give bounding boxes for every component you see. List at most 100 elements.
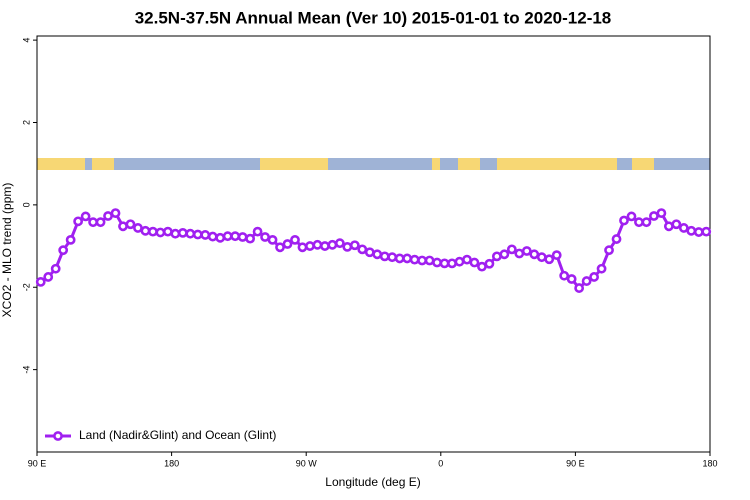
data-point	[118, 221, 128, 232]
data-point	[693, 227, 704, 237]
data-point	[140, 225, 151, 236]
data-point	[551, 250, 562, 261]
data-point	[290, 234, 300, 245]
data-point	[170, 228, 181, 239]
data-point	[207, 231, 218, 242]
data-point	[58, 245, 69, 256]
data-point	[260, 232, 270, 242]
data-point	[663, 221, 674, 232]
y-tick-label: 2	[21, 120, 31, 125]
data-point	[349, 240, 360, 251]
data-point	[589, 272, 599, 282]
data-point	[200, 230, 211, 240]
data-point	[536, 252, 547, 263]
data-point	[125, 219, 136, 230]
data-point	[162, 226, 173, 237]
data-point	[230, 231, 241, 242]
data-point	[506, 244, 517, 255]
y-tick-label: 4	[21, 38, 31, 43]
data-point	[678, 223, 689, 233]
data-point	[439, 258, 450, 269]
x-axis-label: Longitude (deg E)	[325, 475, 420, 489]
data-point	[312, 239, 323, 250]
data-point	[469, 257, 480, 268]
data-point	[185, 228, 196, 239]
data-point	[215, 232, 226, 243]
data-point	[394, 253, 405, 264]
data-point	[491, 251, 502, 262]
data-point	[252, 226, 263, 237]
data-point	[611, 234, 622, 244]
y-axis-label: XCO2 - MLO trend (ppm)	[0, 183, 14, 318]
data-point	[43, 272, 54, 282]
legend-marker	[53, 431, 63, 441]
data-point	[596, 263, 607, 274]
data-point	[641, 217, 652, 228]
y-tick-label: 0	[21, 202, 31, 207]
data-point	[275, 242, 285, 253]
data-point	[305, 241, 315, 251]
data-point	[626, 211, 637, 222]
data-point	[462, 254, 472, 265]
data-point	[35, 276, 46, 287]
data-point	[282, 239, 293, 249]
chart-title: 32.5N-37.5N Annual Mean (Ver 10) 2015-01…	[135, 8, 612, 27]
data-point	[342, 241, 353, 252]
data-point	[477, 261, 487, 272]
data-point	[544, 254, 555, 265]
data-point	[297, 242, 308, 253]
data-point	[559, 270, 570, 281]
x-tick-label: 180	[164, 458, 179, 468]
data-point	[671, 219, 682, 230]
data-point	[424, 255, 435, 266]
data-point	[604, 245, 614, 256]
data-point	[529, 249, 540, 260]
data-point	[103, 211, 113, 221]
data-point	[222, 231, 233, 242]
data-point	[267, 234, 278, 245]
data-point	[80, 211, 91, 222]
data-point	[484, 258, 495, 269]
data-point	[521, 246, 532, 256]
data-point	[245, 233, 256, 244]
x-tick-label: 0	[438, 458, 443, 468]
data-point	[649, 211, 659, 221]
data-point	[656, 208, 667, 219]
data-point	[319, 241, 330, 251]
data-point	[402, 253, 413, 264]
data-point	[50, 263, 61, 274]
data-point	[581, 276, 592, 286]
data-point	[133, 223, 143, 233]
x-tick-label: 90 E	[566, 458, 585, 468]
x-tick-label: 180	[702, 458, 717, 468]
legend-label: Land (Nadir&Glint) and Ocean (Glint)	[79, 428, 276, 442]
data-point	[379, 251, 390, 262]
data-point	[110, 208, 121, 219]
data-point	[95, 217, 106, 228]
data-point	[432, 257, 442, 268]
data-point	[447, 258, 457, 269]
data-point	[65, 234, 76, 245]
data-point	[237, 232, 248, 242]
y-tick-label: -2	[21, 283, 31, 291]
data-point	[634, 217, 644, 228]
data-point	[88, 217, 98, 228]
data-point	[499, 249, 510, 260]
data-point	[566, 274, 577, 284]
land-ocean-strip	[37, 158, 710, 170]
data-point	[701, 226, 712, 237]
data-point	[148, 226, 158, 237]
data-point	[686, 225, 697, 236]
data-point	[327, 239, 338, 250]
data-point	[387, 252, 398, 263]
x-tick-label: 90 E	[28, 458, 47, 468]
data-point	[417, 255, 428, 266]
data-point	[619, 215, 629, 226]
data-point	[357, 244, 368, 255]
data-point	[574, 283, 585, 293]
data-point	[192, 229, 203, 240]
plot-frame	[36, 35, 711, 453]
data-point	[409, 254, 420, 265]
data-point	[364, 247, 375, 258]
data-point	[372, 249, 383, 260]
